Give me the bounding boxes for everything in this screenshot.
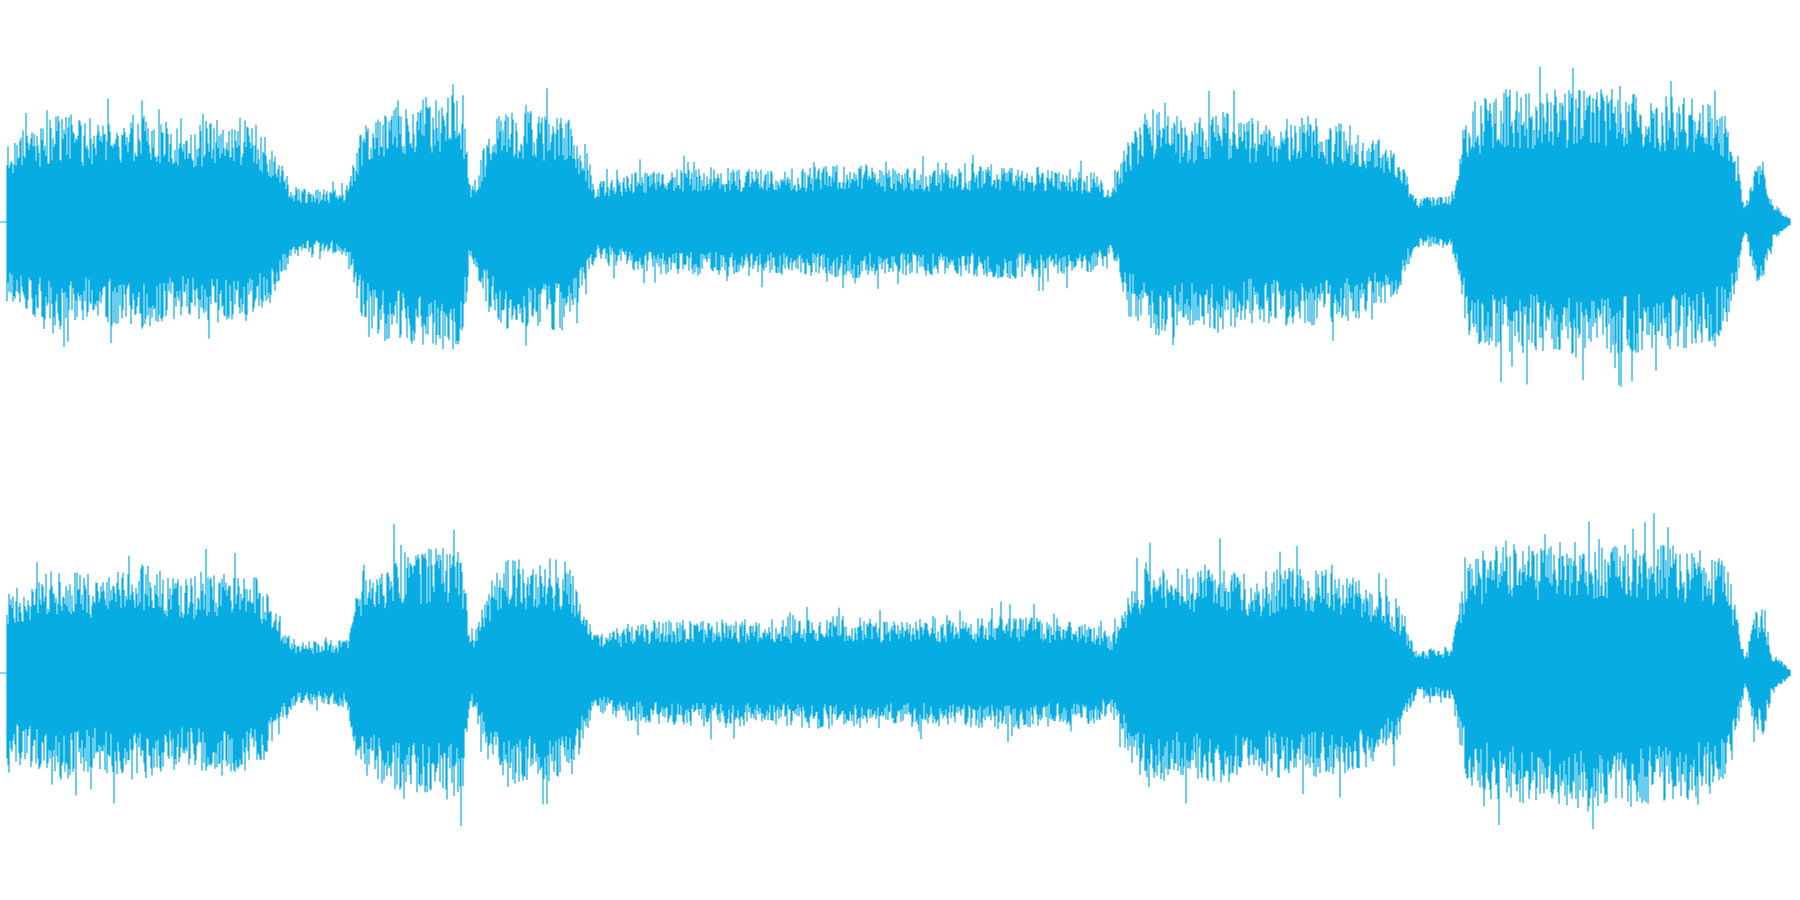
channel-1-waveform xyxy=(0,66,1791,387)
channel-2-waveform xyxy=(0,513,1791,830)
waveform-body xyxy=(7,160,1790,284)
waveform-body xyxy=(7,611,1790,735)
